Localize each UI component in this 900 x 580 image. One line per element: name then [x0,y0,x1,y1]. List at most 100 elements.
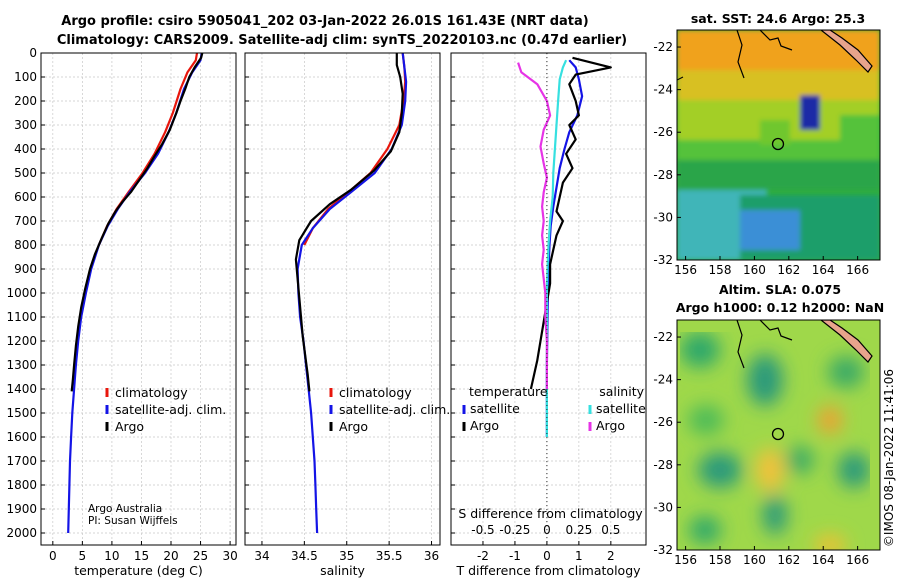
map-x-tick-label: 166 [846,263,869,277]
secondary-tick-label: -0.5 [471,523,494,537]
legend-label: satellite-adj. clim. [115,402,226,417]
map-x-tick-label: 160 [743,263,766,277]
sla-map-field [677,320,880,550]
y-tick-label: 0 [29,46,37,60]
x-tick-label: -1 [509,549,521,563]
secondary-axis-label: S difference from climatology [458,506,643,521]
temperature-panel: 0 5 10 15 20 25 30 temperature (deg C) 0 100 200 30… [6,46,237,578]
y-tick-label: 900 [14,262,37,276]
secondary-tick-label: -0.25 [499,523,530,537]
x-tick-label: 34 [254,549,269,563]
x-tick-label: 2 [607,549,615,563]
x-axis-label: T difference from climatology [455,563,641,578]
plot-area [41,53,236,545]
plot-area [245,53,440,545]
credit-line2: PI: Susan Wijffels [88,515,178,527]
series-argo [70,52,204,392]
map-y-tick-label: -24 [653,373,673,387]
x-tick-label: 0 [543,549,551,563]
x-tick-label: 0 [49,549,57,563]
x-tick-label: 20 [163,549,178,563]
sst-map-axes: 156 158 160 162 164 166 -22 -24 -26 -28 -30 -32 [653,40,869,277]
map-y-tick-label: -28 [653,168,673,182]
sla-argo-marker [771,427,785,441]
map-y-tick-label: -22 [653,330,673,344]
x-tick-label: 5 [79,549,87,563]
sla-map-title: Altim. SLA: 0.075 [719,282,841,297]
series-t-argo [529,56,612,390]
map-x-tick-label: 160 [743,553,766,567]
y-tick-label: 1800 [6,478,37,492]
legend-label: satellite [470,401,520,416]
x-tick-label: 35 [339,549,354,563]
y-tick-label: 800 [14,238,37,252]
secondary-tick-label: 0.25 [566,523,593,537]
map-x-tick-label: 162 [777,263,800,277]
y-tick-label: 1200 [6,334,37,348]
legend-label: Argo [596,418,625,433]
secondary-tick-label: 0.5 [601,523,620,537]
legend-label: Argo [339,419,368,434]
x-tick-label: 34.5 [291,549,318,563]
y-tick-label: 1300 [6,358,37,372]
map-y-tick-label: -28 [653,458,673,472]
y-tick-label: 1100 [6,310,37,324]
legend-label: climatology [115,385,188,400]
sla-map-axes: 156 158 160 162 164 166 -22 -24 -26 -28 -30 -32 [653,330,869,567]
plot-frame [40,52,237,546]
y-tick-label: 1500 [6,406,37,420]
legend-label: Argo [115,419,144,434]
y-tick-label: 1400 [6,382,37,396]
y-tick-label: 500 [14,166,37,180]
y-tick-label: 1000 [6,286,37,300]
map-x-tick-label: 164 [812,553,835,567]
credit-line1: Argo Australia [88,503,162,515]
sla-map-subtitle: Argo h1000: 0.12 h2000: NaN [676,300,884,315]
map-x-tick-label: 156 [674,553,697,567]
sst-map-title: sat. SST: 24.6 Argo: 25.3 [691,11,865,26]
map-x-tick-label: 162 [777,553,800,567]
secondary-tick-label: 0 [543,523,551,537]
plot-frame [450,52,647,546]
y-tick-label: 400 [14,142,37,156]
map-y-tick-label: -22 [653,40,673,54]
series-argo [294,53,404,392]
legend-header-salinity: salinity [599,384,644,399]
x-axis-label: temperature (deg C) [74,563,203,578]
x-tick-label: 30 [222,549,237,563]
map-x-tick-label: 158 [709,553,732,567]
map-x-tick-label: 164 [812,263,835,277]
legend-label: Argo [470,418,499,433]
y-tick-label: 200 [14,94,37,108]
map-x-tick-label: 158 [709,263,732,277]
map-y-tick-label: -30 [653,210,673,224]
salinity-panel: 34 34.5 35 35.5 36 salinity climatology satelli… [244,52,450,578]
y-tick-label: 700 [14,214,37,228]
x-tick-label: 25 [193,549,208,563]
x-tick-label: 36 [424,549,439,563]
timestamp: ©IMOS 08-Jan-2022 11:41:06 [882,369,896,547]
y-tick-label: 100 [14,70,37,84]
figure-title-line2: Climatology: CARS2009. Satellite-adj cli… [57,33,627,48]
sst-argo-marker [771,137,785,151]
map-x-tick-label: 156 [674,263,697,277]
figure-title-line1: Argo profile: csiro 5905041_202 03-Jan-2… [61,14,588,29]
legend-header-temperature: temperature [469,384,548,399]
y-tick-label: 300 [14,118,37,132]
y-tick-label: 2000 [6,526,37,540]
map-x-tick-label: 166 [846,553,869,567]
x-tick-label: 15 [134,549,149,563]
y-tick-label: 1600 [6,430,37,444]
y-tick-label: 600 [14,190,37,204]
x-tick-label: -2 [477,549,489,563]
legend-label: climatology [339,385,412,400]
legend-label: satellite-adj. clim. [339,402,450,417]
map-y-tick-label: -26 [653,125,673,139]
map-y-tick-label: -26 [653,415,673,429]
y-tick-label: 1700 [6,454,37,468]
legend-label: satellite [596,401,646,416]
plot-frame [244,52,441,546]
x-tick-label: 1 [575,549,583,563]
difference-panel: -2 -1 0 1 2T difference from climatology temp… [450,52,647,578]
